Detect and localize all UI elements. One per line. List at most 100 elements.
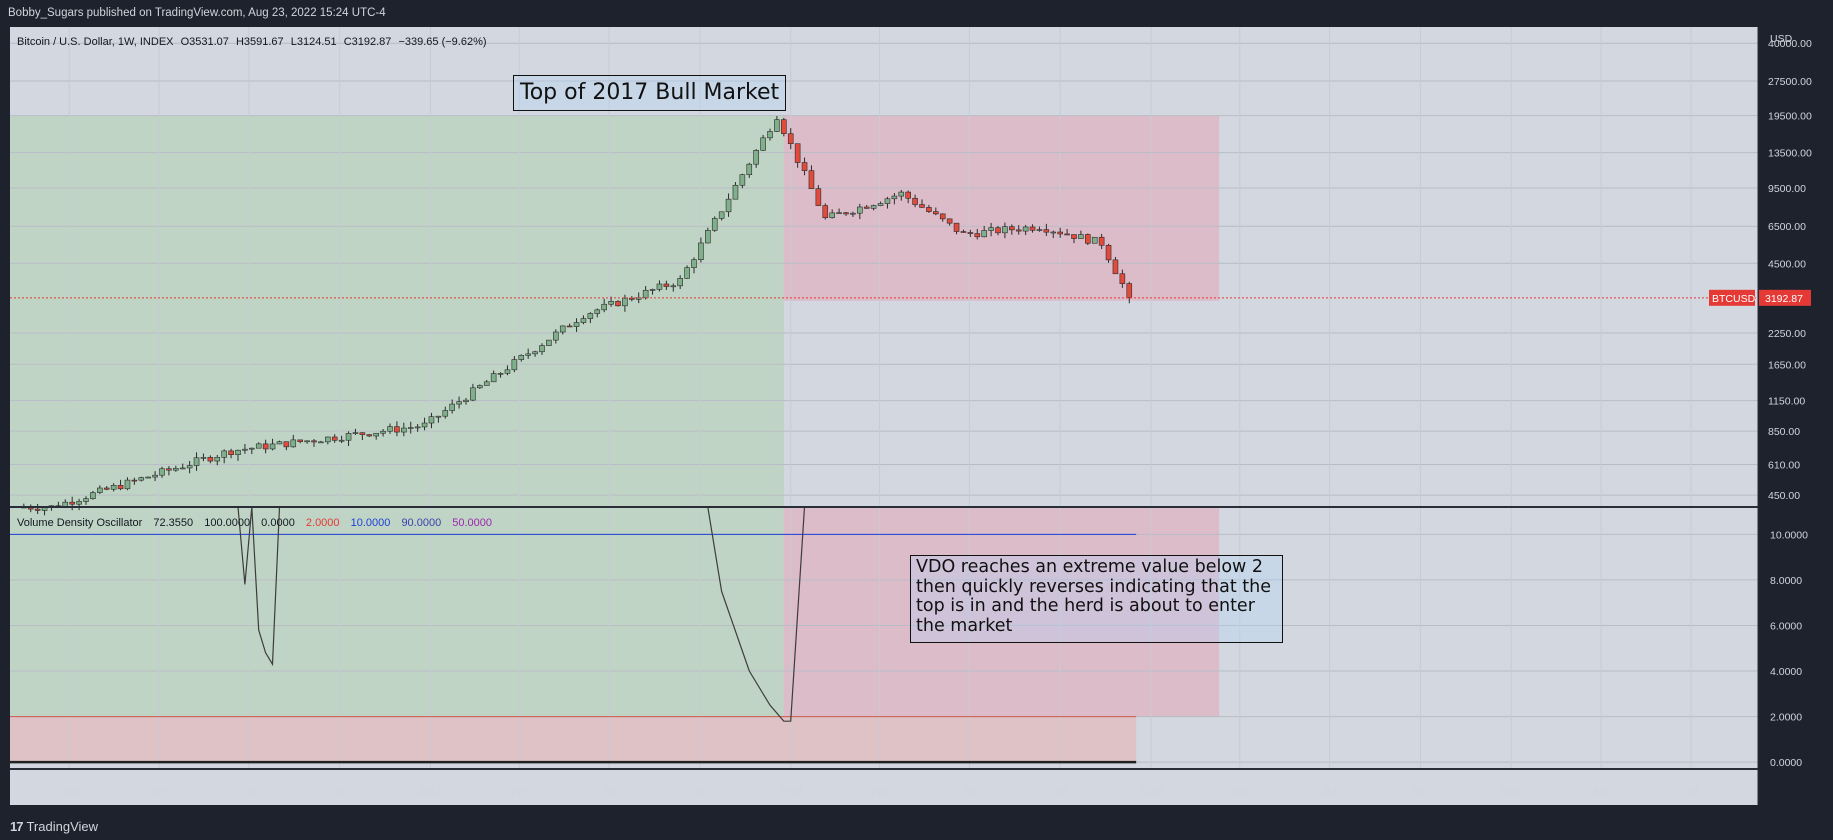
candle-up: [753, 150, 759, 165]
candle-up: [76, 501, 82, 505]
candle-down: [933, 211, 939, 215]
candle-up: [732, 184, 739, 200]
tradingview-logo-icon: 17: [10, 819, 24, 834]
candle-down: [1057, 231, 1063, 235]
tradingview-brand: TradingView: [26, 819, 99, 834]
candle-up: [435, 415, 442, 418]
candle-up: [497, 373, 504, 375]
oscillator-tick-label: 8.0000: [1770, 575, 1802, 587]
bear-zone-oscillator: [783, 507, 1220, 717]
time-tick-label: Oct: [692, 785, 708, 797]
candle-up: [656, 283, 663, 290]
candle-down: [207, 457, 214, 462]
candle-up: [850, 212, 856, 215]
candle-down: [1009, 226, 1015, 231]
candle-down: [912, 197, 918, 205]
time-tick-label: 2019: [1139, 785, 1163, 797]
candle-up: [463, 399, 469, 403]
candle-up: [870, 205, 877, 209]
candle-up: [159, 468, 165, 476]
candle-up: [746, 163, 753, 176]
time-axis[interactable]: 2016 Apr Jul Oct 2017 Apr Jul Oct 2018 Apr Jul Oct 2…: [58, 785, 1698, 797]
candle-up: [981, 230, 987, 238]
candle-up: [608, 301, 614, 305]
price-tick-label: 6500.00: [1768, 221, 1806, 233]
candle-up: [1002, 226, 1008, 234]
ohlc-high: H3591.67: [236, 36, 284, 48]
symbol-name: Bitcoin / U.S. Dollar, 1W, INDEX: [17, 36, 174, 48]
price-tick-label: 1150.00: [1768, 396, 1805, 408]
candle-down: [946, 218, 953, 224]
time-tick-label: 2018: [779, 785, 803, 797]
candle-up: [242, 448, 248, 451]
candle-up: [269, 443, 276, 450]
candle-down: [228, 450, 234, 455]
candle-up: [186, 465, 193, 469]
candle-down: [801, 162, 808, 171]
oscillator-axis[interactable]: 10.0000 8.0000 6.0000 4.0000 2.0000 0.0000: [1770, 529, 1808, 769]
candle-down: [953, 222, 960, 232]
candle-down: [967, 232, 974, 234]
publish-header: Bobby_Sugars published on TradingView.co…: [0, 0, 1833, 27]
candle-down: [960, 231, 967, 233]
candle-up: [767, 131, 773, 139]
candle-up: [145, 476, 151, 479]
candle-down: [663, 283, 670, 287]
time-tick-label: Jul: [242, 785, 255, 797]
candle-up: [124, 479, 131, 490]
candle-up: [698, 242, 704, 260]
currency-label: USD: [1770, 33, 1793, 45]
candle-up: [587, 313, 594, 319]
candle-up: [518, 355, 525, 360]
candle-up: [539, 345, 545, 353]
candle-up: [504, 369, 511, 374]
price-tick-label: 27500.00: [1768, 76, 1812, 88]
oscillator-value: 2.0000: [306, 517, 340, 529]
annotation-top-of-bull-market[interactable]: Top of 2017 Bull Market: [513, 75, 787, 111]
candle-down: [1105, 244, 1112, 261]
candle-up: [725, 198, 732, 213]
candle-up: [421, 422, 428, 428]
oscillator-value: 90.0000: [401, 517, 441, 529]
candle-up: [290, 439, 297, 448]
candle-up: [511, 359, 518, 371]
time-tick-label: Jul: [963, 785, 976, 797]
candle-up: [525, 353, 531, 356]
candle-up: [739, 174, 746, 186]
time-tick-label: 2020: [1500, 785, 1524, 797]
time-tick-label: Oct: [331, 785, 347, 797]
publisher-line: Bobby_Sugars published on TradingView.co…: [8, 7, 386, 19]
candle-up: [214, 457, 221, 462]
candle-up: [110, 485, 117, 490]
candle-up: [1036, 229, 1043, 231]
candle-up: [642, 289, 649, 299]
candle-up: [546, 339, 552, 346]
price-tick-label: 850.00: [1768, 426, 1800, 438]
candle-up: [200, 457, 207, 459]
candle-up: [711, 218, 718, 231]
candle-down: [926, 207, 932, 212]
candle-up: [401, 427, 407, 433]
time-tick-label: 2016: [58, 785, 82, 797]
candle-up: [235, 449, 241, 455]
candle-up: [559, 325, 566, 333]
candle-up: [705, 230, 711, 244]
last-price-badge: 3192.87: [1765, 293, 1803, 305]
candle-down: [843, 212, 849, 215]
candle-down: [359, 432, 366, 435]
symbol-tag: BTCUSD: [1712, 293, 1756, 305]
candle-up: [594, 309, 601, 314]
oscillator-tick-label: 10.0000: [1770, 529, 1808, 541]
candle-down: [781, 119, 787, 135]
candle-up: [1078, 234, 1084, 239]
candle-down: [117, 485, 124, 490]
candle-up: [988, 227, 994, 231]
tradingview-logo[interactable]: 17 TradingView: [10, 819, 98, 834]
price-tick-label: 40000.00: [1768, 38, 1812, 50]
candle-up: [221, 450, 227, 458]
candle-down: [974, 233, 981, 238]
annotation-vdo-note[interactable]: VDO reaches an extreme value below 2 the…: [910, 555, 1283, 643]
candle-up: [138, 477, 145, 481]
